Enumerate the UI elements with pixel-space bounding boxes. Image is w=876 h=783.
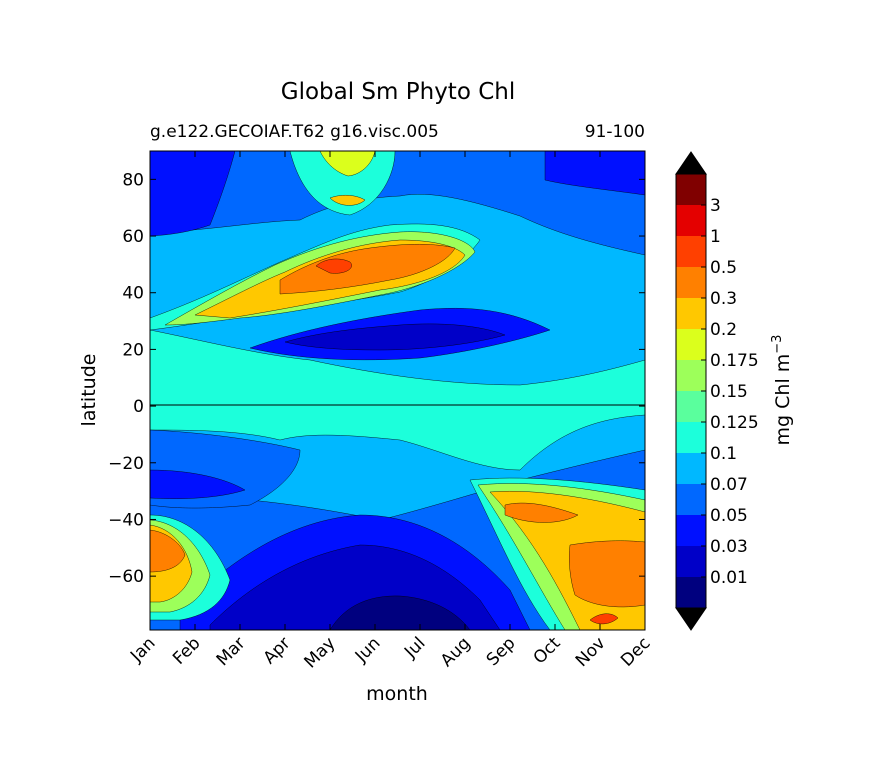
contour-0.1-equator — [150, 329, 645, 471]
colorbar-segment — [676, 422, 706, 453]
chart-title: Global Sm Phyto Chl — [281, 79, 515, 105]
y-tick-label: −40 — [108, 510, 144, 530]
colorbar-level-label: 0.3 — [710, 289, 737, 309]
colorbar-level-label: 0.15 — [710, 382, 748, 402]
x-tick-label: Nov — [572, 633, 610, 671]
colorbar-label: mg Chl m−3 — [770, 335, 794, 446]
contour-arctic-yellow — [319, 151, 376, 177]
contour-0.03-north — [284, 323, 506, 351]
x-tick-label: Mar — [213, 633, 250, 670]
colorbar-segment — [676, 267, 706, 298]
colorbar: 0.01 0.03 0.05 0.07 0.1 0.125 0.15 0.175 0.2 0.3 0… — [675, 151, 759, 631]
x-tick-label: Apr — [260, 633, 295, 668]
y-tick-label: 0 — [133, 397, 144, 417]
contour-0.5-north — [315, 258, 352, 274]
x-tick-label: Feb — [169, 633, 204, 668]
contour-field — [150, 151, 645, 630]
colorbar-level-label: 1 — [710, 227, 721, 247]
y-tick-label: −20 — [108, 454, 144, 474]
contour-0.3-southern-bloom2 — [504, 502, 579, 523]
colorbar-level-label: 0.2 — [710, 320, 737, 340]
colorbar-segment — [676, 515, 706, 546]
x-axis-label: month — [366, 683, 428, 705]
colorbar-level-label: 3 — [710, 196, 721, 216]
y-axis-label: latitude — [78, 354, 100, 427]
colorbar-segment — [676, 577, 706, 608]
colorbar-level-label: 0.5 — [710, 258, 737, 278]
colorbar-segment — [676, 360, 706, 391]
colorbar-segment — [676, 453, 706, 484]
colorbar-segment — [676, 174, 706, 205]
contour-0.3-southern-left — [150, 529, 186, 573]
x-tick-label: May — [301, 633, 340, 672]
contour-0.05-south2 — [150, 469, 246, 499]
colorbar-level-label: 0.175 — [710, 351, 759, 371]
x-tick-label: Jul — [400, 633, 429, 662]
colorbar-segment — [676, 391, 706, 422]
x-tick-label: Jun — [351, 633, 385, 667]
colorbar-level-label: 0.01 — [710, 568, 748, 588]
y-tick-label: 40 — [122, 284, 144, 304]
colorbar-extend-low — [675, 607, 707, 631]
contour-arctic-cyan — [289, 151, 396, 216]
colorbar-level-label: 0.05 — [710, 506, 748, 526]
chart-subtitle-left: g.e122.GECOIAF.T62 g16.visc.005 — [150, 122, 439, 142]
colorbar-level-label: 0.07 — [710, 475, 748, 495]
colorbar-label-exponent: −3 — [770, 335, 785, 354]
y-tick-label: 60 — [122, 227, 144, 247]
y-axis: 80 60 40 20 0 −20 −40 −60 — [108, 170, 645, 587]
contour-0.01-southern — [329, 595, 471, 630]
colorbar-level-label: 0.125 — [710, 413, 759, 433]
y-tick-label: 20 — [122, 340, 144, 360]
x-tick-label: Jan — [126, 633, 159, 666]
plot-frame — [149, 150, 646, 631]
colorbar-level-label: 0.03 — [710, 537, 748, 557]
contour-0.5-southern-bloom — [589, 613, 619, 625]
colorbar-segment — [676, 205, 706, 236]
colorbar-segment — [676, 236, 706, 267]
colorbar-segment — [676, 546, 706, 577]
contour-0.3-southern-bloom — [569, 540, 645, 608]
colorbar-segment — [676, 298, 706, 329]
chart-subtitle-right: 91-100 — [585, 122, 645, 142]
colorbar-segment — [676, 329, 706, 360]
colorbar-segment — [676, 484, 706, 515]
colorbar-extend-high — [675, 151, 707, 175]
colorbar-level-label: 0.1 — [710, 444, 737, 464]
x-tick-label: Aug — [437, 633, 475, 671]
contour-0.3-north — [279, 244, 456, 295]
contour-arctic-orange — [329, 195, 366, 206]
x-tick-label: Oct — [530, 633, 565, 668]
y-tick-label: 80 — [122, 170, 144, 190]
x-tick-label: Dec — [617, 633, 654, 670]
contour-north-dark — [150, 151, 236, 237]
y-tick-label: −60 — [108, 567, 144, 587]
x-tick-label: Sep — [483, 633, 520, 670]
